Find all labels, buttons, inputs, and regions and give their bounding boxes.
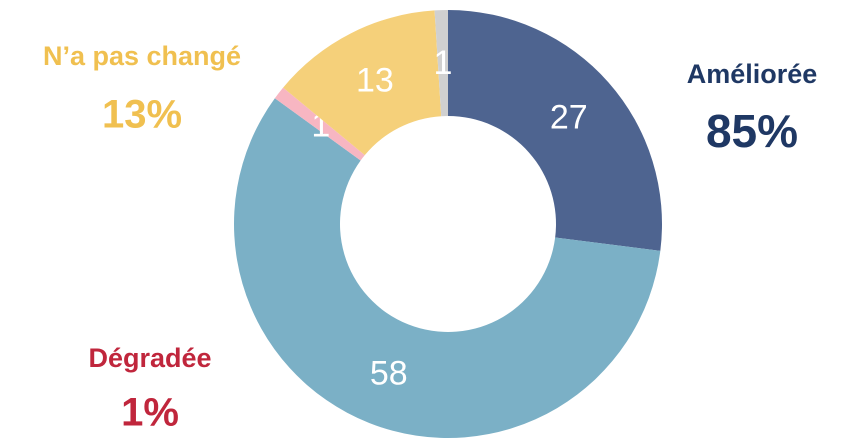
donut-slice [283, 10, 442, 156]
slice-label: 1 [433, 44, 452, 82]
donut-slice [448, 10, 662, 251]
donut-slice [274, 87, 365, 161]
slice-label: 58 [370, 355, 408, 393]
group-value: 13% [102, 93, 182, 137]
slice-label: 27 [550, 99, 588, 137]
slice-label: 13 [356, 62, 394, 100]
group-value: 85% [706, 105, 798, 157]
group-name: N’a pas changé [43, 41, 241, 71]
donut-slice [434, 10, 448, 117]
group-name: Dégradée [88, 343, 211, 373]
group-name: Améliorée [687, 59, 818, 89]
donut-slice [234, 98, 661, 438]
group-value: 1% [121, 391, 179, 435]
